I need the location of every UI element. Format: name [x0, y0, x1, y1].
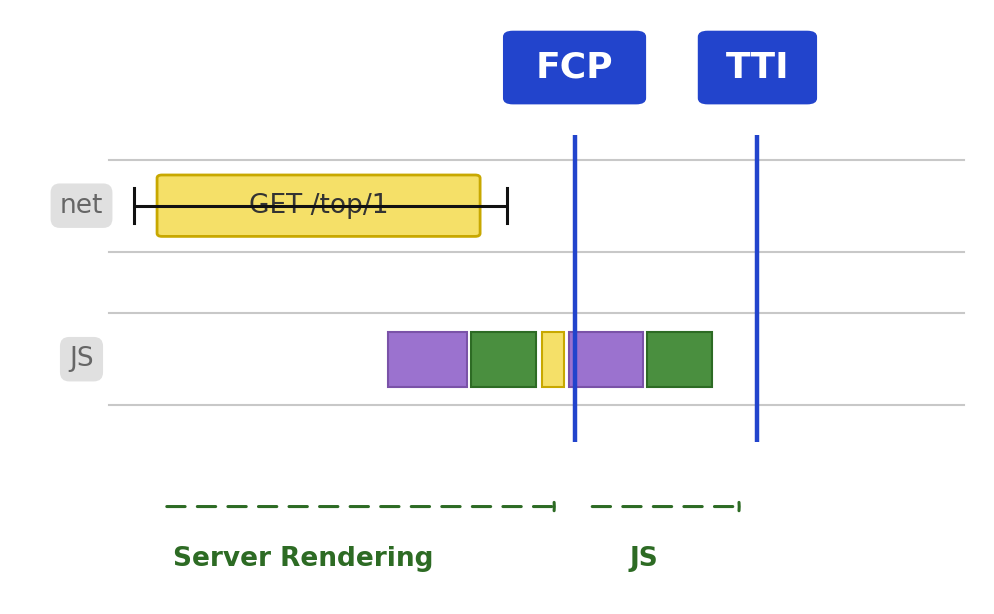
Text: FCP: FCP [536, 50, 613, 85]
Text: net: net [60, 193, 103, 219]
FancyBboxPatch shape [471, 332, 536, 387]
Text: TTI: TTI [726, 50, 789, 85]
FancyBboxPatch shape [698, 31, 817, 104]
FancyBboxPatch shape [157, 175, 480, 236]
FancyBboxPatch shape [388, 332, 467, 387]
FancyBboxPatch shape [569, 332, 643, 387]
Text: JS: JS [70, 346, 93, 372]
Text: Server Rendering: Server Rendering [173, 546, 433, 572]
FancyBboxPatch shape [647, 332, 712, 387]
Text: GET /top/1: GET /top/1 [248, 193, 389, 219]
Text: JS: JS [630, 546, 658, 572]
FancyBboxPatch shape [503, 31, 646, 104]
FancyBboxPatch shape [542, 332, 564, 387]
